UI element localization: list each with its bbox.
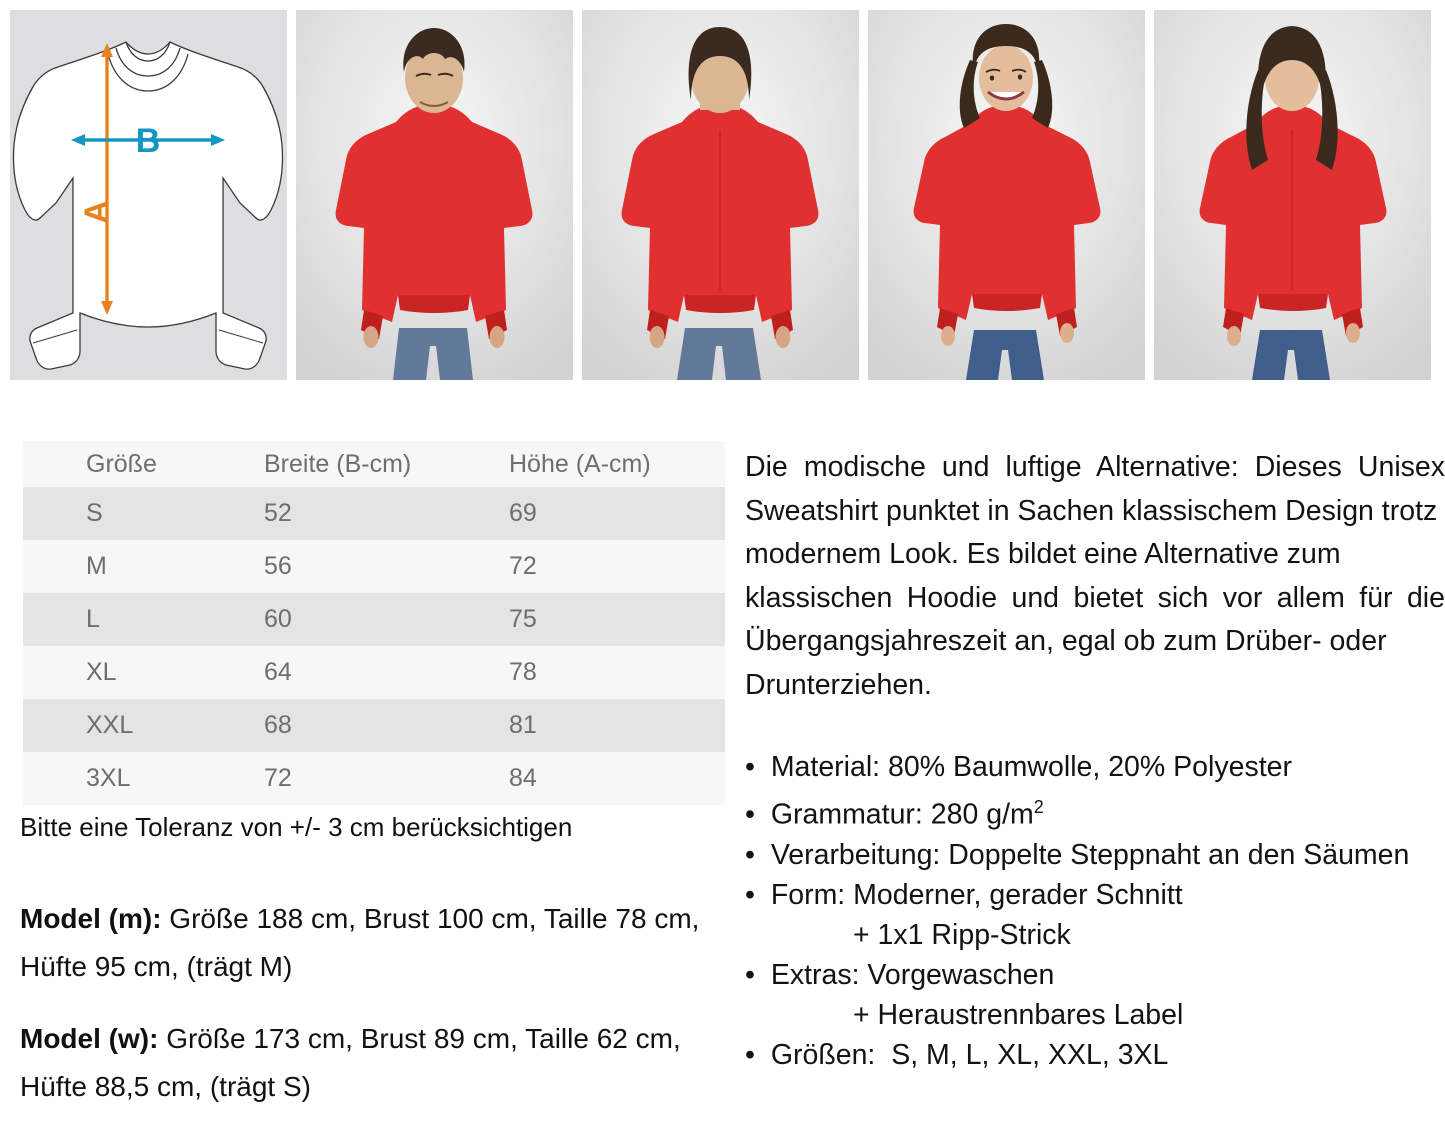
svg-text:A: A	[78, 200, 114, 223]
svg-text:B: B	[136, 122, 161, 160]
